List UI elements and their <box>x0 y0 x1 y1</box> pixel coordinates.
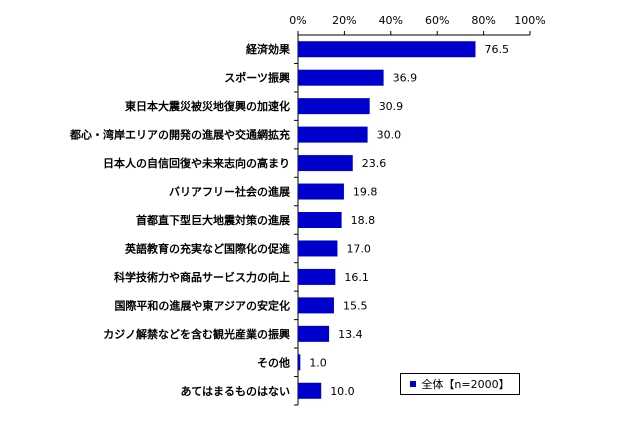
bar <box>298 41 476 58</box>
bar <box>298 354 301 371</box>
category-label: その他 <box>257 355 290 369</box>
value-label: 30.0 <box>377 129 402 142</box>
category-label: 東日本大震災被災地復興の加速化 <box>125 99 290 113</box>
value-label: 10.0 <box>330 385 355 398</box>
value-label: 36.9 <box>393 72 418 85</box>
bar <box>298 69 384 86</box>
value-label: 17.0 <box>346 242 371 255</box>
x-tick-label: 60% <box>425 14 449 27</box>
category-label: 国際平和の進展や東アジアの安定化 <box>114 298 290 312</box>
category-label: バリアフリー社会の進展 <box>169 185 291 199</box>
value-label: 1.0 <box>309 356 327 369</box>
x-tick-label: 80% <box>471 14 495 27</box>
category-label: 科学技術力や商品サービス力の向上 <box>114 270 290 284</box>
x-tick-label: 100% <box>514 14 545 27</box>
bar <box>298 126 368 143</box>
legend-label: 全体【n=2000】 <box>421 378 510 391</box>
value-label: 19.8 <box>353 186 378 199</box>
category-label: 都心・湾岸エリアの開発の進展や交通網拡充 <box>69 128 290 142</box>
category-label: 日本人の自信回復や未来志向の高まり <box>103 156 290 170</box>
bar <box>298 297 334 314</box>
category-label: 首都直下型巨大地震対策の進展 <box>136 213 291 227</box>
value-label: 15.5 <box>343 299 368 312</box>
category-label: スポーツ振興 <box>224 71 290 85</box>
value-label: 76.5 <box>484 43 509 56</box>
value-label: 13.4 <box>338 328 363 341</box>
chart-legend: 全体【n=2000】 <box>400 373 520 395</box>
category-label: あてはまるものはない <box>180 385 290 398</box>
bar <box>298 325 330 342</box>
x-tick-label: 0% <box>289 14 306 27</box>
bar <box>298 268 336 285</box>
category-label: カジノ解禁などを含む観光産業の振興 <box>103 327 290 341</box>
category-label: 英語教育の充実など国際化の促進 <box>124 241 291 255</box>
bar <box>298 382 322 399</box>
bar <box>298 212 342 228</box>
legend-swatch <box>410 381 417 387</box>
bar <box>298 98 370 115</box>
category-label: 経済効果 <box>246 42 290 56</box>
value-label: 23.6 <box>362 157 387 170</box>
bar <box>298 155 353 172</box>
x-tick-label: 40% <box>379 14 403 27</box>
bar <box>298 183 344 200</box>
value-label: 16.1 <box>344 271 369 284</box>
bar <box>298 240 338 257</box>
x-tick-label: 20% <box>332 14 356 27</box>
value-label: 18.8 <box>351 214 376 227</box>
value-label: 30.9 <box>379 100 404 113</box>
